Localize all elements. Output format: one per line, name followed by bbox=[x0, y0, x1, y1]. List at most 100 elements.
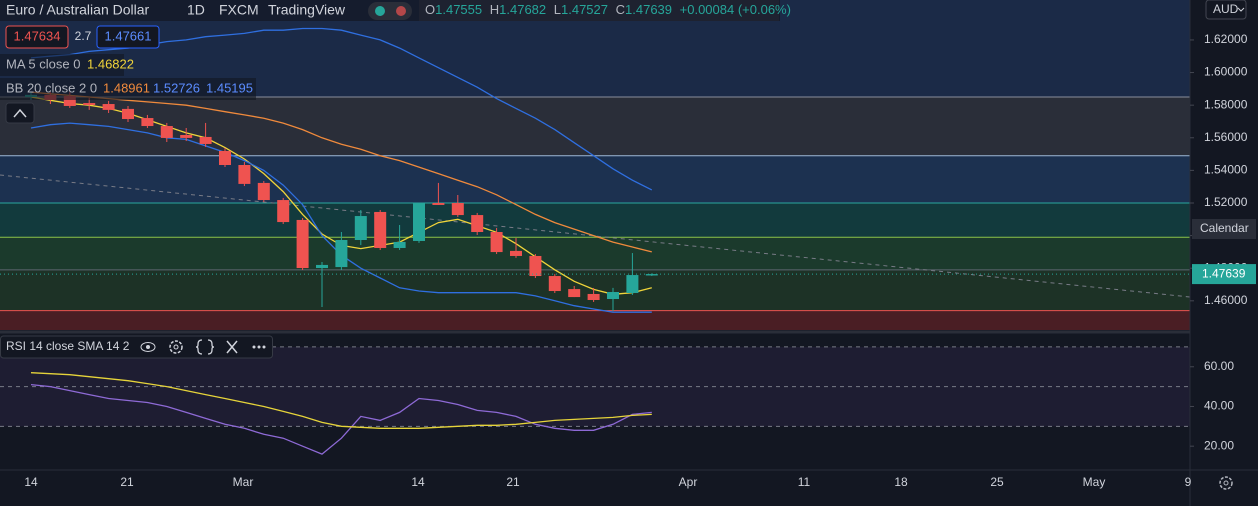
x-tick-label: 25 bbox=[990, 475, 1004, 489]
remove-icon[interactable] bbox=[226, 340, 238, 354]
source: TradingView bbox=[268, 2, 346, 18]
legend-box bbox=[0, 335, 273, 359]
market-status bbox=[375, 6, 385, 16]
bb-value: 1.52726 bbox=[153, 80, 200, 95]
symbol-title: Euro / Australian Dollar bbox=[6, 2, 150, 18]
candle-body bbox=[335, 240, 348, 268]
rsi-line bbox=[30, 372, 652, 429]
bb-value: 1.48961 bbox=[103, 80, 150, 95]
ohlc-value: 1.47527 bbox=[561, 2, 608, 17]
bb-value: 1.45195 bbox=[206, 80, 253, 95]
candle-body bbox=[626, 275, 639, 293]
ohlc: O1.47555 H1.47682 L1.47527 C1.47639 +0.0… bbox=[425, 2, 791, 17]
market-status bbox=[396, 6, 406, 16]
ohlc-value: 1.47682 bbox=[499, 2, 546, 17]
zone bbox=[0, 202, 1190, 238]
indicator-line bbox=[30, 91, 652, 253]
candle-body bbox=[160, 126, 173, 138]
y-tick-label: 1.54000 bbox=[1204, 163, 1248, 177]
x-tick-label: 14 bbox=[24, 475, 38, 489]
buy-button[interactable] bbox=[96, 25, 160, 49]
y-tick-label: 40.00 bbox=[1204, 399, 1234, 413]
calendar-label-bg bbox=[1192, 219, 1256, 239]
candle-body bbox=[316, 264, 328, 269]
candle-body bbox=[219, 150, 231, 165]
candle-body bbox=[432, 202, 445, 205]
candle-body bbox=[199, 136, 212, 144]
zone bbox=[0, 310, 1190, 330]
ohlc-label: H bbox=[490, 2, 499, 17]
candle-body bbox=[122, 108, 134, 120]
collapse-button[interactable] bbox=[5, 102, 35, 124]
sell-button[interactable] bbox=[5, 25, 69, 49]
gear bbox=[1219, 476, 1233, 490]
candle-body bbox=[180, 135, 193, 138]
y-tick-label: 1.46000 bbox=[1204, 293, 1248, 307]
dot bbox=[262, 345, 266, 349]
y-tick-label: 1.52000 bbox=[1204, 195, 1248, 209]
collapse-icon bbox=[13, 108, 27, 118]
ohlc-bg bbox=[419, 0, 779, 21]
candle-body bbox=[354, 216, 367, 240]
dot bbox=[257, 345, 261, 349]
y-tick-label: 20.00 bbox=[1204, 438, 1234, 452]
dropdown-arrow bbox=[1237, 7, 1245, 12]
zone bbox=[0, 155, 1190, 203]
source-code-icon[interactable] bbox=[195, 339, 215, 355]
ohlc-label: O bbox=[425, 2, 435, 17]
zone bbox=[0, 237, 1190, 270]
gear-hub bbox=[173, 344, 179, 350]
eye-outline bbox=[140, 342, 156, 352]
candle-body bbox=[587, 293, 600, 300]
x-tick-label: 11 bbox=[798, 475, 811, 489]
rsi-pane bbox=[0, 346, 1190, 455]
ohlc-value: 1.47639 bbox=[625, 2, 672, 17]
y-tick-label: 1.60000 bbox=[1204, 65, 1248, 79]
candle-body bbox=[471, 215, 484, 233]
bid: 1.47634 bbox=[14, 28, 61, 43]
last-price-bg bbox=[1192, 264, 1256, 285]
spread: 2.7 bbox=[75, 29, 92, 43]
gear bbox=[169, 340, 183, 354]
dot bbox=[252, 345, 256, 349]
candle-body bbox=[393, 241, 406, 248]
candle-body bbox=[645, 274, 658, 276]
rsi-legend: RSI 14 close SMA 14 2 bbox=[0, 335, 273, 359]
zone bbox=[0, 97, 1190, 156]
y-tick-label: 1.62000 bbox=[1204, 32, 1248, 46]
settings-button[interactable] bbox=[1219, 476, 1233, 490]
x-tick-label: 21 bbox=[506, 475, 520, 489]
candle-body bbox=[83, 103, 96, 105]
settings-icon[interactable] bbox=[169, 340, 183, 354]
ohlc-label: L bbox=[554, 2, 561, 17]
eye-icon[interactable] bbox=[140, 342, 156, 352]
candle-body bbox=[490, 232, 503, 253]
y-tick-label: 1.56000 bbox=[1204, 130, 1248, 144]
currency: AUD bbox=[1213, 2, 1239, 16]
rsi-line bbox=[30, 383, 652, 455]
candle-body bbox=[141, 118, 154, 127]
gear-hub bbox=[1223, 480, 1229, 486]
x-tick-label: May bbox=[1083, 475, 1106, 489]
calendar-label: Calendar bbox=[1200, 221, 1249, 235]
bb-legend: BB 20 close 2 0 bbox=[6, 80, 97, 95]
currency-button[interactable] bbox=[1205, 0, 1247, 20]
header: Euro / Australian Dollar 1D FXCM Trading… bbox=[0, 0, 791, 124]
interval: 1D bbox=[187, 2, 205, 18]
candle-body bbox=[413, 202, 425, 241]
price-pane bbox=[0, 0, 1191, 330]
rsi-legend-label: RSI 14 close SMA 14 2 bbox=[6, 339, 130, 353]
more-icon[interactable] bbox=[252, 345, 266, 349]
x-tick-label: Mar bbox=[233, 475, 254, 489]
ask: 1.47661 bbox=[105, 28, 152, 43]
legend-bg bbox=[0, 78, 256, 100]
candle-body bbox=[238, 165, 251, 184]
candle-body bbox=[548, 276, 561, 292]
ma-value: 1.46822 bbox=[87, 56, 134, 71]
candle-body bbox=[529, 255, 542, 277]
y-tick-label: 60.00 bbox=[1204, 359, 1234, 373]
candle-body bbox=[568, 289, 581, 298]
candle-body bbox=[451, 202, 464, 216]
candle-body bbox=[277, 200, 290, 223]
